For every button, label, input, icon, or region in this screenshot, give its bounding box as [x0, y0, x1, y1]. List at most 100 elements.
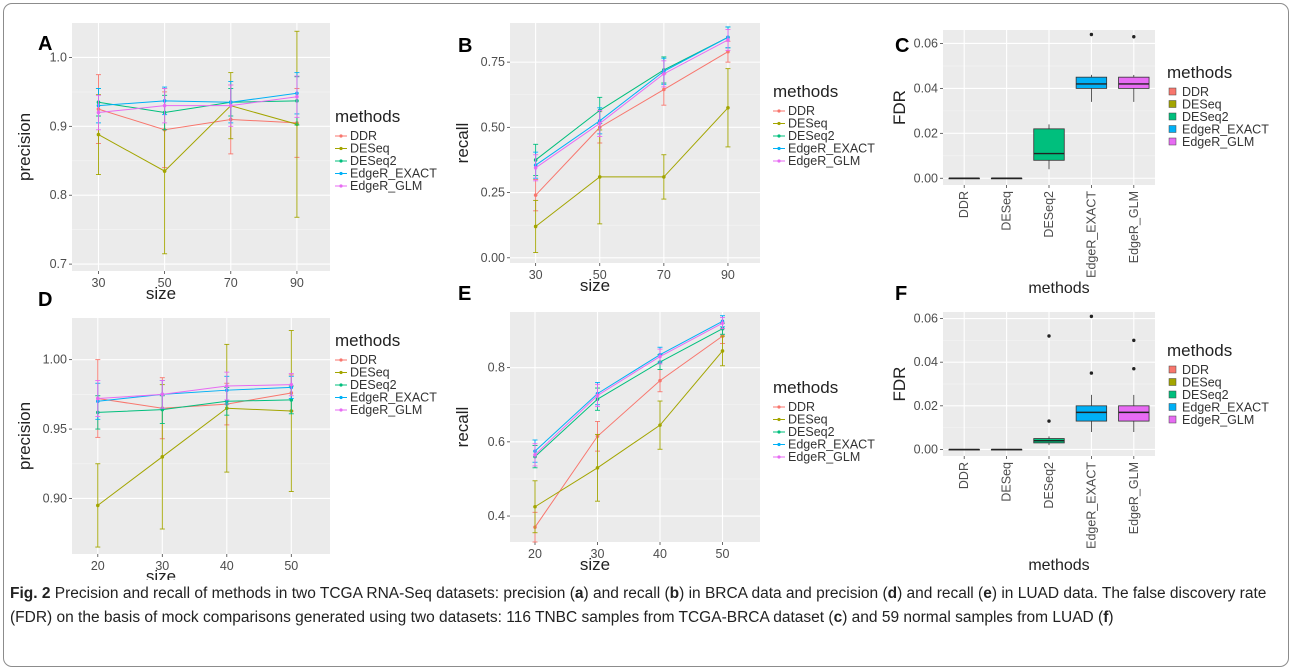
series-line	[97, 386, 292, 402]
x-tick-label: EdgeR_GLM	[1127, 462, 1141, 534]
caption-ref-f: f	[1103, 609, 1109, 626]
series-line	[98, 108, 297, 131]
x-tick-label: 30	[529, 268, 543, 282]
series-line	[98, 92, 297, 107]
data-point	[533, 165, 538, 170]
x-tick-label: 30	[155, 559, 169, 573]
data-point	[96, 396, 100, 401]
legend-key-point	[339, 134, 343, 138]
box-body	[1075, 405, 1108, 422]
legend-item-EdgeR_EXACT: EdgeR_EXACT	[773, 142, 875, 156]
panel-letter: F	[895, 283, 907, 305]
x-tick-label: 50	[158, 276, 172, 290]
x-tick-label: 70	[224, 276, 238, 290]
y-axis-label: FDR	[890, 90, 909, 125]
figure-canvas: A 0.7 0.8 0.9 1.0 precision 30 50 70 90 size method…	[15, 23, 1269, 580]
legend-item-DESeq2: DESeq2	[773, 129, 835, 143]
box-outlier	[1132, 35, 1136, 39]
legend-key-point	[777, 442, 781, 447]
y-tick-label: 0.50	[481, 120, 505, 134]
x-axis-label: size	[146, 567, 176, 580]
y-tick-label: 1.00	[43, 353, 67, 367]
caption-text-5: ) and 59 normal samples from LUAD (	[842, 609, 1104, 626]
data-point	[595, 466, 600, 470]
series-line	[535, 36, 729, 166]
data-point	[289, 382, 294, 387]
box-DDR	[948, 448, 980, 451]
legend-item-EdgeR_EXACT: EdgeR_EXACT	[1168, 401, 1269, 415]
legend-item-DESeq: DESeq	[1168, 98, 1222, 112]
x-tick-label: 30	[92, 276, 106, 290]
legend-label: DDR	[1182, 85, 1209, 99]
legend-key-point	[777, 121, 781, 126]
legend-item-DESeq2: DESeq2	[1168, 110, 1229, 124]
data-point	[595, 393, 600, 398]
legend-item-DDR: DDR	[335, 129, 377, 143]
legend-key-point	[777, 417, 781, 422]
legend-key	[1168, 100, 1177, 108]
caption-text-4: ) in LUAD data. The false discovery rate…	[10, 585, 1267, 626]
legend-key-point	[777, 405, 781, 409]
data-point	[658, 354, 662, 359]
plot-background	[72, 23, 330, 271]
data-point	[597, 175, 602, 179]
y-axis-label: precision	[15, 113, 34, 181]
data-point	[160, 392, 165, 397]
series-line	[97, 392, 292, 409]
box-outlier	[1047, 419, 1051, 423]
data-point	[662, 87, 666, 92]
series-line	[535, 51, 729, 196]
legend-key-point	[339, 383, 343, 387]
legend-key-point	[777, 455, 781, 459]
series-line	[534, 350, 723, 508]
data-point	[726, 38, 730, 42]
y-tick-label: 0.02	[914, 126, 938, 140]
y-tick-label: 0.04	[914, 355, 938, 369]
x-tick-label: 30	[591, 547, 605, 561]
legend-item-DDR: DDR	[335, 353, 377, 367]
panel-A: A 0.7 0.8 0.9 1.0 precision 30 50 70 90 size method…	[15, 23, 437, 303]
data-point	[96, 503, 100, 508]
x-tick-label: 70	[657, 268, 671, 282]
y-tick-label: 0.06	[914, 36, 938, 50]
legend-label: EdgeR_GLM	[788, 450, 860, 464]
legend-label: EdgeR_EXACT	[350, 391, 437, 405]
y-tick-label: 0.04	[914, 81, 938, 95]
legend-key-point	[339, 370, 343, 375]
x-axis-label: size	[580, 555, 610, 574]
y-axis-label: recall	[453, 123, 472, 164]
legend-key	[1168, 403, 1177, 411]
legend-label: DESeq2	[1182, 388, 1229, 402]
panel-D: D 0.90 0.95 1.00 precision 20 30 40 50 size method…	[15, 289, 437, 580]
data-point	[533, 453, 537, 457]
y-tick-label: 0.25	[481, 186, 505, 200]
data-point	[597, 121, 602, 126]
x-tick-label: 50	[593, 268, 607, 282]
x-axis-label: size	[580, 276, 610, 295]
x-tick-label: 20	[528, 547, 542, 561]
plot-background	[72, 318, 330, 554]
legend-label: DESeq	[788, 413, 828, 427]
box-outlier	[1132, 338, 1136, 343]
y-tick-label: 0.90	[43, 491, 67, 505]
legend-title: methods	[1167, 63, 1232, 82]
x-tick-label: DDR	[957, 191, 971, 218]
series-line	[535, 36, 729, 161]
panel-letter: B	[458, 35, 472, 57]
y-tick-label: 0.4	[488, 509, 505, 523]
series-line	[535, 39, 729, 169]
legend-key-point	[777, 159, 781, 163]
legend-label: EdgeR_EXACT	[788, 438, 875, 452]
series-line	[97, 407, 292, 506]
legend-key	[1168, 112, 1177, 121]
data-point	[295, 94, 299, 99]
legend-label: EdgeR_GLM	[1182, 135, 1254, 149]
data-point	[720, 349, 725, 353]
legend-item-DESeq2: DESeq2	[1168, 388, 1229, 402]
box-outlier	[1089, 371, 1094, 375]
legend-label: DESeq2	[1182, 110, 1229, 124]
data-point	[162, 103, 167, 108]
legend-item-EdgeR_GLM: EdgeR_GLM	[1168, 413, 1254, 427]
box-DDR	[948, 177, 980, 180]
